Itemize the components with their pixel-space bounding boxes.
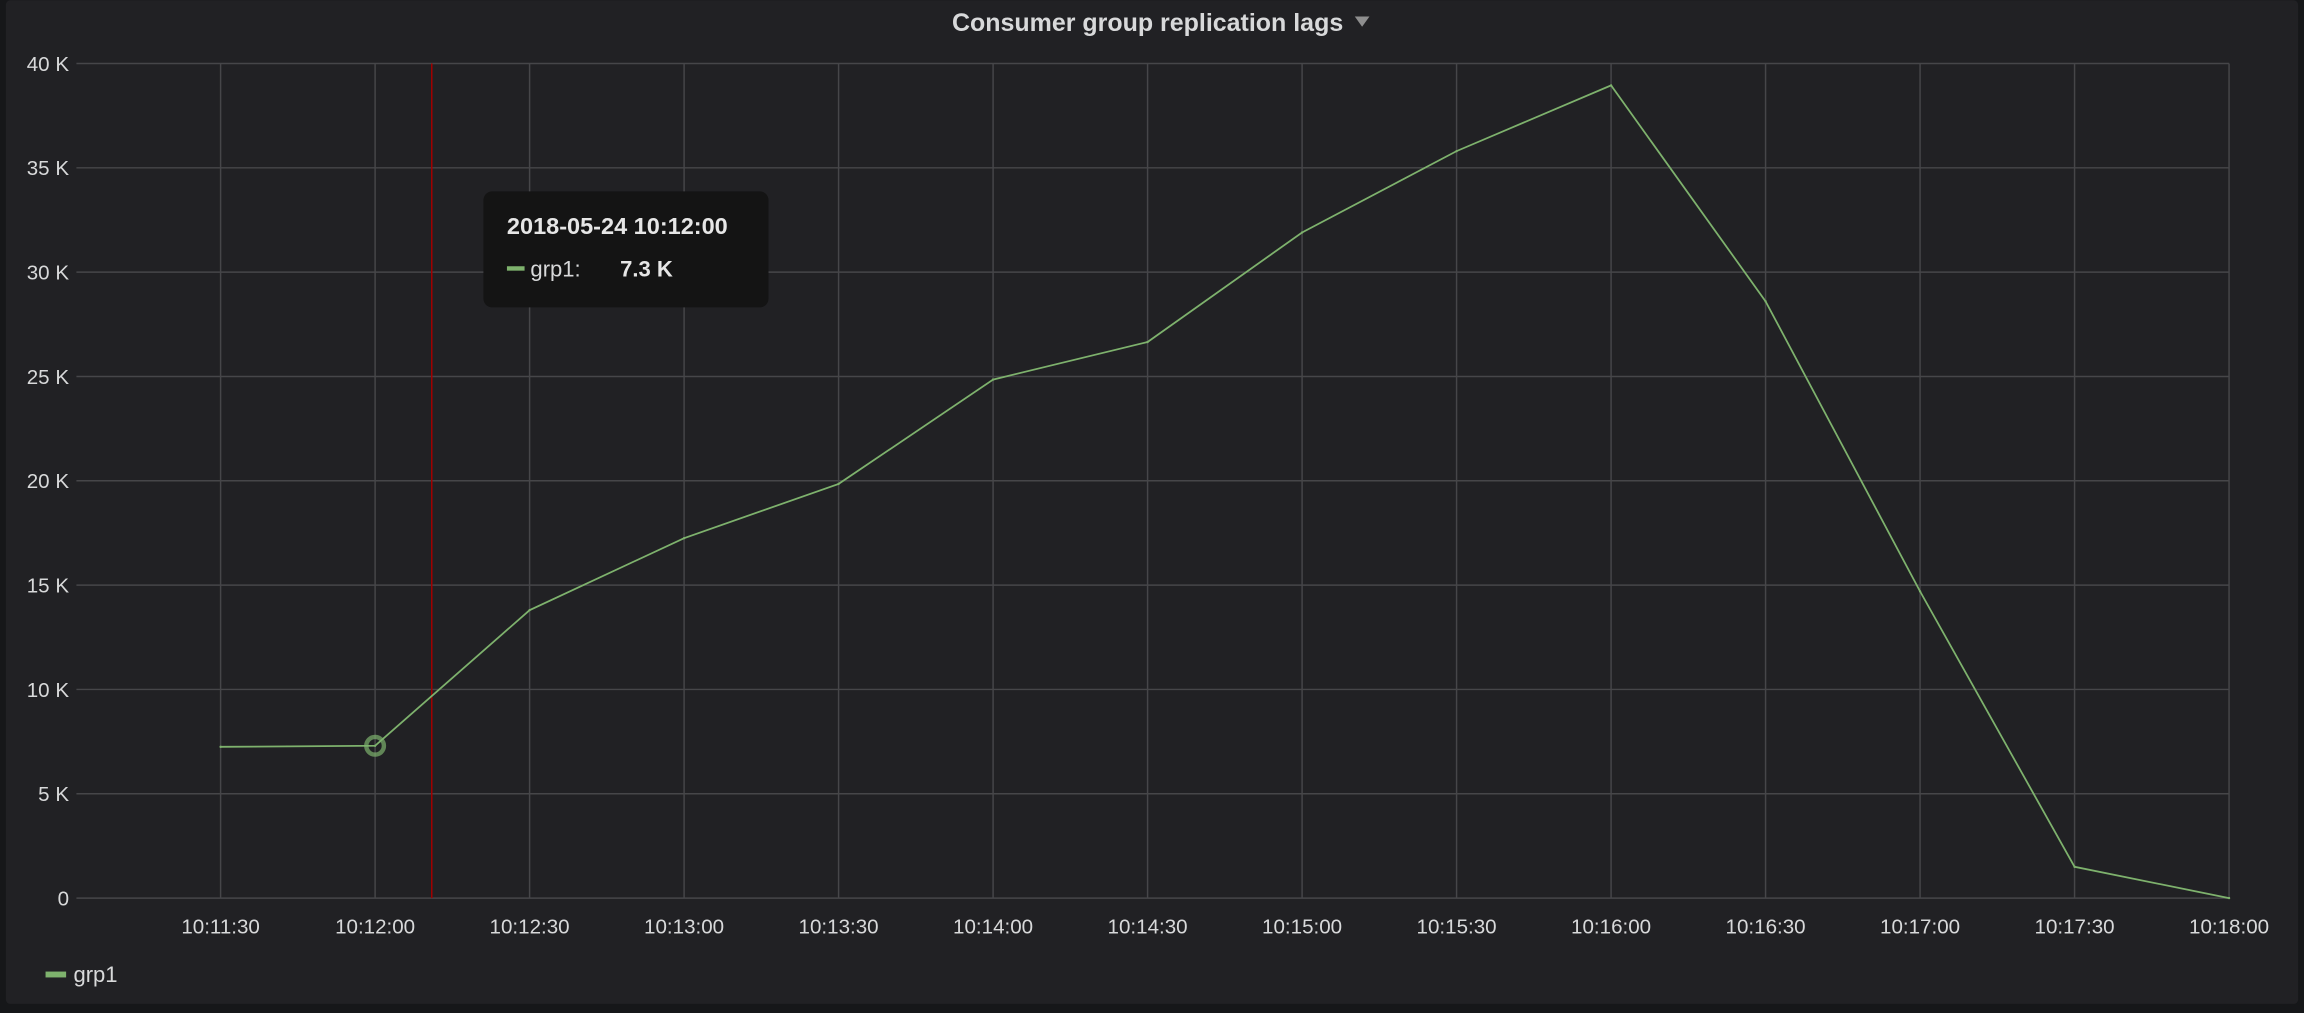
- data-point: [991, 378, 995, 381]
- y-tick-label: 30 K: [27, 261, 70, 284]
- data-point: [1609, 84, 1613, 87]
- x-tick-label: 10:15:30: [1417, 915, 1497, 938]
- highlighted-point: [364, 734, 387, 757]
- data-point: [2073, 865, 2076, 868]
- tooltip-series-name: grp1:: [530, 257, 580, 282]
- x-tick-label: 10:14:30: [1108, 915, 1188, 938]
- x-tick-label: 10:12:30: [490, 915, 570, 938]
- x-tick-label: 10:17:00: [1880, 915, 1960, 938]
- data-point: [528, 608, 531, 612]
- legend-item-grp1[interactable]: grp1: [45, 962, 118, 987]
- data-point: [1300, 231, 1304, 234]
- grid: [76, 62, 2230, 899]
- data-point: [1918, 590, 1922, 593]
- data-point: [682, 536, 686, 540]
- y-tick-label: 40 K: [27, 53, 70, 76]
- x-tick-label: 10:16:30: [1726, 915, 1806, 938]
- legend-label[interactable]: grp1: [73, 962, 117, 987]
- data-point: [2227, 896, 2231, 900]
- x-tick-label: 10:11:30: [181, 915, 260, 938]
- tooltip-series-swatch: [506, 266, 525, 271]
- y-tick-label: 15 K: [27, 574, 70, 597]
- x-tick-label: 10:12:00: [335, 915, 415, 938]
- tooltip: 2018-05-24 10:12:00 grp1: 7.3 K: [483, 191, 769, 308]
- y-axis: 0 5 K 10 K 15 K 20 K 25 K 30 K 35 K 40 K: [27, 53, 70, 911]
- x-axis: 10:11:30 10:12:00 10:12:30 10:13:00 10:13:30…: [181, 915, 2269, 938]
- x-tick-label: 10:13:00: [644, 915, 724, 938]
- data-point: [219, 745, 222, 748]
- panel-title[interactable]: Consumer group replication lags: [952, 9, 1343, 37]
- caret-down-icon[interactable]: [1354, 16, 1370, 27]
- y-tick-label: 35 K: [27, 157, 70, 180]
- series-line-grp1: [220, 84, 2230, 899]
- legend-swatch: [45, 971, 67, 978]
- x-tick-label: 10:14:00: [953, 915, 1033, 938]
- data-point: [1455, 149, 1458, 153]
- x-tick-label: 10:15:00: [1262, 915, 1342, 938]
- tooltip-background: [483, 191, 769, 308]
- panel-background: [5, 0, 2299, 1004]
- y-tick-label: 25 K: [27, 366, 70, 389]
- series-points: [219, 84, 2231, 900]
- data-point: [373, 744, 377, 747]
- data-point: [837, 482, 840, 486]
- y-tick-label: 0: [58, 887, 69, 910]
- y-tick-label: 5 K: [38, 783, 69, 806]
- panel-header[interactable]: Consumer group replication lags: [952, 9, 1370, 37]
- y-tick-label: 10 K: [27, 679, 70, 702]
- x-tick-label: 10:18:00: [2189, 915, 2269, 938]
- tooltip-time: 2018-05-24 10:12:00: [507, 213, 728, 239]
- data-point: [1146, 340, 1149, 344]
- data-point: [1764, 300, 1767, 303]
- y-tick-label: 20 K: [27, 470, 70, 493]
- x-tick-label: 10:17:30: [2035, 915, 2115, 938]
- tooltip-value: 7.3 K: [620, 257, 673, 282]
- x-tick-label: 10:16:00: [1571, 915, 1651, 938]
- x-tick-label: 10:13:30: [799, 915, 879, 938]
